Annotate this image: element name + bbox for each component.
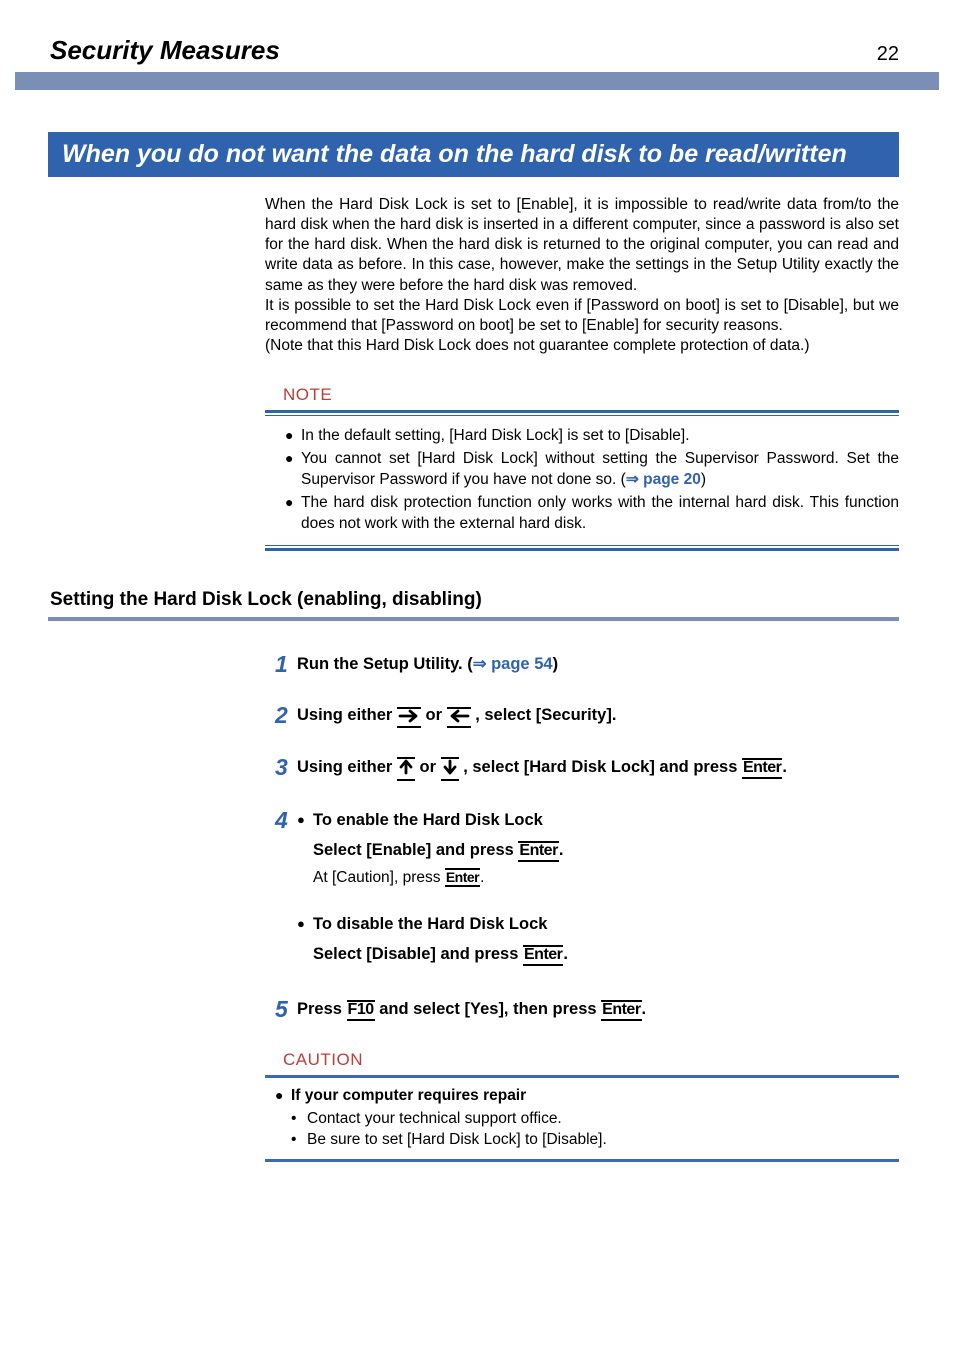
enable-lock-heading: ● To enable the Hard Disk Lock bbox=[297, 809, 899, 831]
step-number: 1 bbox=[275, 653, 297, 676]
note-list: ● In the default setting, [Hard Disk Loc… bbox=[285, 426, 899, 535]
step-4: 4 ● To enable the Hard Disk Lock Select … bbox=[275, 809, 899, 970]
enter-key-icon: Enter bbox=[601, 1000, 641, 1021]
step-text: Select [Enable] and press bbox=[313, 841, 518, 859]
step-2: 2 Using either or , select [Security]. bbox=[275, 704, 899, 729]
page-title: Security Measures bbox=[50, 35, 280, 66]
caution-label: CAUTION bbox=[283, 1049, 899, 1071]
note-rule-top bbox=[265, 410, 899, 416]
bullet-icon: ● bbox=[297, 913, 313, 935]
note-label: NOTE bbox=[283, 384, 899, 406]
page-link[interactable]: page 54 bbox=[487, 655, 553, 673]
note-rule-bottom bbox=[265, 545, 899, 551]
step-number: 4 bbox=[275, 809, 297, 832]
caution-heading: ● If your computer requires repair bbox=[275, 1086, 899, 1107]
bullet-icon: • bbox=[291, 1109, 307, 1130]
note-item-text: You cannot set [Hard Disk Lock] without … bbox=[301, 449, 899, 491]
step-5: 5 Press F10 and select [Yes], then press… bbox=[275, 998, 899, 1021]
disable-lock-title: To disable the Hard Disk Lock bbox=[313, 913, 547, 935]
steps: 1 Run the Setup Utility. (⇒ page 54) 2 U… bbox=[275, 653, 899, 1021]
step-text: At [Caution], press bbox=[313, 869, 445, 886]
header-bar bbox=[15, 72, 939, 90]
bullet-icon: • bbox=[291, 1130, 307, 1151]
step-text: or bbox=[415, 758, 441, 776]
step-text: Press bbox=[297, 1000, 347, 1018]
disable-lock-heading: ● To disable the Hard Disk Lock bbox=[297, 913, 899, 935]
arrow-down-icon bbox=[441, 757, 459, 781]
caution-block: CAUTION bbox=[265, 1049, 899, 1071]
arrow-left-icon bbox=[447, 707, 471, 729]
bullet-icon: ● bbox=[285, 449, 301, 491]
link-arrow-icon: ⇒ bbox=[473, 655, 487, 673]
caution-list: ● If your computer requires repair • Con… bbox=[275, 1086, 899, 1151]
step-number: 3 bbox=[275, 756, 297, 779]
arrow-up-icon bbox=[397, 757, 415, 781]
step-number: 5 bbox=[275, 998, 297, 1021]
step-text: Select [Disable] and press bbox=[313, 945, 523, 963]
step-text: Run the Setup Utility. ( bbox=[297, 655, 473, 673]
bullet-icon: ● bbox=[285, 493, 301, 535]
note-item-text: The hard disk protection function only w… bbox=[301, 493, 899, 535]
step-text: . bbox=[480, 869, 484, 886]
caution-heading-text: If your computer requires repair bbox=[291, 1086, 899, 1107]
disable-lock-line: Select [Disable] and press Enter. bbox=[313, 943, 899, 966]
link-arrow-icon: ⇒ bbox=[626, 471, 639, 488]
note-item: ● You cannot set [Hard Disk Lock] withou… bbox=[285, 449, 899, 491]
f10-key-icon: F10 bbox=[347, 1000, 375, 1021]
step-body: Run the Setup Utility. (⇒ page 54) bbox=[297, 653, 899, 675]
step-text: and select [Yes], then press bbox=[375, 1000, 602, 1018]
step-text: . bbox=[782, 758, 787, 776]
page-header: Security Measures 22 bbox=[0, 0, 954, 72]
intro-text: When the Hard Disk Lock is set to [Enabl… bbox=[265, 195, 899, 356]
enter-key-icon: Enter bbox=[742, 758, 782, 779]
step-1: 1 Run the Setup Utility. (⇒ page 54) bbox=[275, 653, 899, 676]
step-text: Using either bbox=[297, 758, 397, 776]
enter-key-icon: Enter bbox=[523, 945, 563, 966]
step-3: 3 Using either or , select [Hard Disk Lo… bbox=[275, 756, 899, 781]
step-body: Using either or , select [Hard Disk Lock… bbox=[297, 756, 899, 781]
note-block: NOTE bbox=[265, 384, 899, 406]
note-item: ● In the default setting, [Hard Disk Loc… bbox=[285, 426, 899, 447]
enable-lock-sub: At [Caution], press Enter. bbox=[313, 868, 899, 889]
step-number: 2 bbox=[275, 704, 297, 727]
section-banner: When you do not want the data on the har… bbox=[48, 132, 899, 177]
step-text: Using either bbox=[297, 706, 397, 724]
intro-p1: When the Hard Disk Lock is set to [Enabl… bbox=[265, 195, 899, 296]
step-text: . bbox=[563, 945, 568, 963]
note-item-text: In the default setting, [Hard Disk Lock]… bbox=[301, 426, 899, 447]
caution-item-text: Be sure to set [Hard Disk Lock] to [Disa… bbox=[307, 1130, 607, 1151]
page-link[interactable]: page 20 bbox=[639, 471, 701, 488]
enable-lock-line: Select [Enable] and press Enter. bbox=[313, 839, 899, 862]
step-text: , select [Security]. bbox=[471, 706, 617, 724]
subheading: Setting the Hard Disk Lock (enabling, di… bbox=[50, 589, 954, 611]
note-item-text-a: You cannot set [Hard Disk Lock] without … bbox=[301, 450, 899, 488]
caution-item-text: Contact your technical support office. bbox=[307, 1109, 562, 1130]
step-text: ) bbox=[553, 655, 559, 673]
caution-rule-top bbox=[265, 1075, 899, 1078]
arrow-right-icon bbox=[397, 707, 421, 729]
step-body: ● To enable the Hard Disk Lock Select [E… bbox=[297, 809, 899, 970]
caution-item: • Contact your technical support office. bbox=[291, 1109, 899, 1130]
step-text: . bbox=[559, 841, 564, 859]
subheading-rule bbox=[48, 617, 899, 621]
caution-item: • Be sure to set [Hard Disk Lock] to [Di… bbox=[291, 1130, 899, 1151]
bullet-icon: ● bbox=[275, 1086, 291, 1107]
intro-p3: (Note that this Hard Disk Lock does not … bbox=[265, 336, 899, 356]
bullet-icon: ● bbox=[285, 426, 301, 447]
step-body: Press F10 and select [Yes], then press E… bbox=[297, 998, 899, 1021]
enter-key-icon: Enter bbox=[518, 841, 558, 862]
note-item: ● The hard disk protection function only… bbox=[285, 493, 899, 535]
bullet-icon: ● bbox=[297, 809, 313, 831]
caution-rule-bottom bbox=[265, 1159, 899, 1162]
note-item-text-b: ) bbox=[701, 471, 706, 488]
step-text: or bbox=[421, 706, 447, 724]
step-body: Using either or , select [Security]. bbox=[297, 704, 899, 729]
enable-lock-title: To enable the Hard Disk Lock bbox=[313, 809, 543, 831]
step-text: , select [Hard Disk Lock] and press bbox=[459, 758, 742, 776]
intro-p2: It is possible to set the Hard Disk Lock… bbox=[265, 296, 899, 336]
enter-key-icon: Enter bbox=[445, 868, 480, 887]
step-text: . bbox=[642, 1000, 647, 1018]
page-number: 22 bbox=[877, 43, 899, 66]
